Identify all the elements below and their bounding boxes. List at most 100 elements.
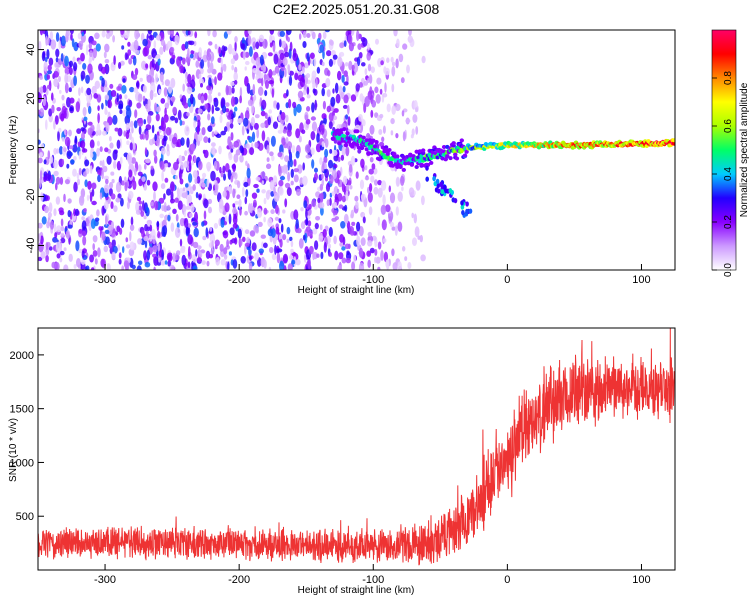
noise-speckle	[367, 77, 370, 83]
noise-speckle	[97, 112, 100, 124]
noise-speckle	[192, 170, 198, 179]
noise-speckle	[68, 253, 73, 262]
noise-speckle	[272, 175, 278, 186]
noise-speckle	[268, 109, 273, 114]
noise-speckle	[233, 153, 239, 163]
noise-speckle	[40, 251, 46, 259]
noise-speckle	[267, 217, 273, 228]
noise-speckle	[230, 175, 234, 183]
noise-speckle	[172, 106, 178, 114]
noise-speckle	[282, 253, 288, 264]
noise-speckle	[190, 143, 196, 152]
noise-speckle	[120, 30, 125, 36]
noise-speckle	[288, 48, 292, 59]
noise-speckle	[248, 46, 253, 57]
snr-y-tick-label: 1500	[10, 404, 34, 416]
noise-speckle	[258, 248, 264, 254]
noise-speckle	[279, 260, 285, 270]
noise-speckle	[174, 34, 180, 46]
noise-speckle	[39, 179, 42, 188]
noise-speckle	[316, 253, 320, 258]
noise-speckle	[55, 182, 58, 191]
noise-speckle	[87, 180, 92, 190]
noise-speckle	[242, 50, 246, 60]
signal-point	[429, 160, 434, 165]
noise-speckle	[390, 56, 394, 63]
noise-speckle	[73, 264, 77, 269]
noise-speckle	[231, 87, 235, 94]
signal-point	[459, 138, 464, 143]
noise-speckle	[214, 76, 217, 86]
noise-speckle	[401, 186, 404, 192]
noise-speckle	[57, 130, 60, 142]
noise-speckle	[290, 248, 294, 254]
noise-speckle	[171, 96, 175, 103]
noise-speckle	[97, 174, 101, 183]
noise-speckle	[146, 74, 152, 83]
noise-speckle	[255, 57, 261, 67]
noise-speckle	[44, 205, 49, 214]
noise-speckle	[279, 30, 285, 37]
noise-speckle	[214, 130, 218, 135]
noise-speckle	[125, 105, 131, 112]
signal-point	[443, 157, 448, 162]
noise-speckle	[182, 187, 186, 192]
noise-speckle	[270, 135, 276, 147]
signal-branch-point	[436, 188, 441, 194]
noise-speckle	[345, 114, 349, 120]
snr-y-tick-label: 1000	[10, 457, 34, 469]
noise-speckle	[86, 87, 92, 96]
noise-speckle	[366, 43, 370, 50]
noise-speckle	[53, 120, 56, 130]
noise-speckle	[237, 228, 242, 239]
noise-speckle	[45, 119, 48, 130]
noise-speckle	[125, 237, 129, 243]
noise-speckle	[215, 133, 222, 138]
noise-speckle	[121, 45, 125, 50]
noise-speckle	[391, 248, 395, 257]
noise-speckle	[374, 248, 378, 256]
noise-speckle	[345, 146, 350, 157]
noise-speckle	[247, 30, 252, 35]
noise-speckle	[309, 52, 315, 60]
noise-speckle	[169, 264, 175, 270]
noise-speckle	[373, 179, 378, 186]
noise-speckle	[42, 95, 46, 107]
noise-speckle	[39, 30, 44, 36]
noise-speckle	[292, 52, 299, 62]
noise-speckle	[111, 178, 115, 184]
noise-speckle	[164, 102, 169, 110]
noise-speckle	[187, 47, 190, 58]
noise-speckle	[337, 156, 341, 163]
noise-speckle	[137, 118, 144, 127]
noise-speckle	[59, 257, 63, 263]
noise-speckle	[102, 130, 107, 136]
noise-speckle	[94, 217, 100, 222]
noise-speckle	[284, 182, 291, 189]
noise-speckle	[195, 249, 198, 257]
noise-speckle	[251, 131, 256, 142]
noise-speckle	[91, 40, 97, 46]
noise-speckle	[87, 127, 93, 136]
noise-speckle	[83, 116, 88, 122]
noise-speckle	[178, 169, 182, 181]
noise-speckle	[133, 87, 138, 93]
snr-y-ticks: 500 1000 1500 2000	[10, 350, 44, 523]
noise-speckle	[131, 127, 134, 134]
noise-speckle	[239, 95, 243, 104]
noise-speckle	[314, 222, 319, 230]
noise-speckle	[415, 125, 419, 135]
noise-speckle	[271, 88, 275, 98]
noise-speckle	[106, 155, 112, 165]
noise-speckle	[110, 221, 114, 230]
signal-point	[385, 152, 390, 156]
noise-speckle	[388, 185, 391, 193]
spectrogram-y-tick-label: -20	[25, 189, 37, 205]
noise-speckle	[127, 155, 132, 166]
noise-speckle	[159, 46, 164, 55]
noise-speckle	[197, 119, 201, 129]
noise-speckle	[305, 217, 309, 226]
noise-speckle	[286, 89, 289, 97]
noise-speckle	[205, 227, 209, 238]
noise-speckle	[104, 147, 109, 153]
